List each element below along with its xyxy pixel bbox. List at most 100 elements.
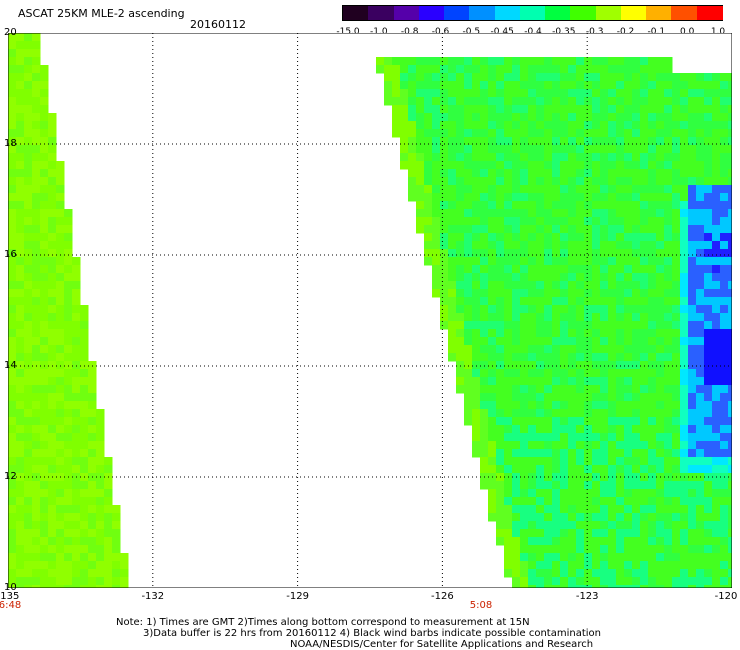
swath-cell (8, 161, 17, 170)
swath-cell (624, 169, 633, 178)
swath-cell (448, 201, 457, 210)
swath-cell (576, 89, 585, 98)
swath-cell (504, 65, 513, 74)
swath-cell (560, 361, 569, 370)
swath-cell (560, 273, 569, 282)
swath-cell (720, 497, 729, 506)
swath-cell (656, 513, 665, 522)
swath-cell (80, 561, 89, 570)
swath-cell (712, 209, 721, 218)
swath-cell (16, 337, 25, 346)
swath-cell (728, 121, 732, 130)
swath-cell (464, 265, 473, 274)
swath-cell (440, 265, 449, 274)
swath-cell (88, 425, 97, 434)
graticule (8, 33, 732, 588)
swath-cell (8, 433, 17, 442)
swath-cell (664, 497, 673, 506)
swath-cell (600, 329, 609, 338)
swath-cell (616, 361, 625, 370)
swath-cell (8, 81, 17, 90)
swath-cell (712, 193, 721, 202)
swath-cell (32, 361, 41, 370)
swath-cell (456, 145, 465, 154)
swath-cell (720, 305, 729, 314)
swath-cell (472, 217, 481, 226)
swath-cell (720, 89, 729, 98)
swath-cell (592, 209, 601, 218)
swath-cell (504, 89, 513, 98)
swath-cell (56, 185, 65, 194)
swath-cell (560, 441, 569, 450)
swath-cell (688, 289, 697, 298)
swath-cell (696, 441, 705, 450)
swath-cell (504, 433, 513, 442)
swath-cell (648, 369, 657, 378)
swath-cell (664, 257, 673, 266)
swath-cell (480, 233, 489, 242)
latitude-tick-label: 18 (4, 138, 17, 149)
swath-cell (680, 401, 689, 410)
swath-cell (632, 457, 641, 466)
swath-cell (24, 385, 33, 394)
swath-cell (56, 377, 65, 386)
swath-cell (696, 569, 705, 578)
swath-cell (616, 65, 625, 74)
swath-cell (672, 505, 681, 514)
swath-cell (680, 441, 689, 450)
swath-cell (40, 369, 49, 378)
swath-cell (24, 185, 33, 194)
swath-cell (464, 409, 473, 418)
swath-cell (424, 241, 433, 250)
swath-cell (16, 321, 25, 330)
swath-cell (640, 273, 649, 282)
swath-cell (704, 121, 713, 130)
swath-cell (456, 321, 465, 330)
swath-cell (592, 97, 601, 106)
swath-cell (432, 73, 441, 82)
swath-cell (696, 321, 705, 330)
swath-cell (552, 441, 561, 450)
swath-cell (592, 457, 601, 466)
swath-cell (560, 65, 569, 74)
swath-cell (464, 81, 473, 90)
swath-cell (608, 465, 617, 474)
swath-cell (680, 465, 689, 474)
swath-cell (64, 297, 73, 306)
swath-cell (624, 393, 633, 402)
swath-cell (528, 553, 537, 562)
swath-cell (8, 209, 17, 218)
swath-cell (664, 417, 673, 426)
swath-cell (512, 513, 521, 522)
swath-cell (600, 521, 609, 530)
swath-cell (520, 521, 529, 530)
swath-cell (672, 433, 681, 442)
swath-cell (640, 529, 649, 538)
swath-cell (16, 425, 25, 434)
swath-cell (656, 393, 665, 402)
swath-cell (32, 121, 41, 130)
swath-cell (16, 585, 25, 588)
swath-cell (16, 553, 25, 562)
swath-cell (552, 161, 561, 170)
swath-cell (568, 505, 577, 514)
swath-cell (512, 385, 521, 394)
swath-cell (432, 185, 441, 194)
swath-cell (48, 505, 57, 514)
swath-cell (720, 265, 729, 274)
swath-cell (48, 225, 57, 234)
swath-cell (696, 545, 705, 554)
swath-cell (8, 129, 17, 138)
swath-cell (488, 233, 497, 242)
swath-cell (688, 505, 697, 514)
swath-cell (432, 113, 441, 122)
swath-cell (648, 193, 657, 202)
swath-cell (544, 137, 553, 146)
swath-cell (528, 249, 537, 258)
swath-cell (416, 169, 425, 178)
swath-cell (576, 521, 585, 530)
swath-cell (656, 401, 665, 410)
swath-cell (712, 89, 721, 98)
swath-cell (624, 433, 633, 442)
swath-cell (568, 417, 577, 426)
